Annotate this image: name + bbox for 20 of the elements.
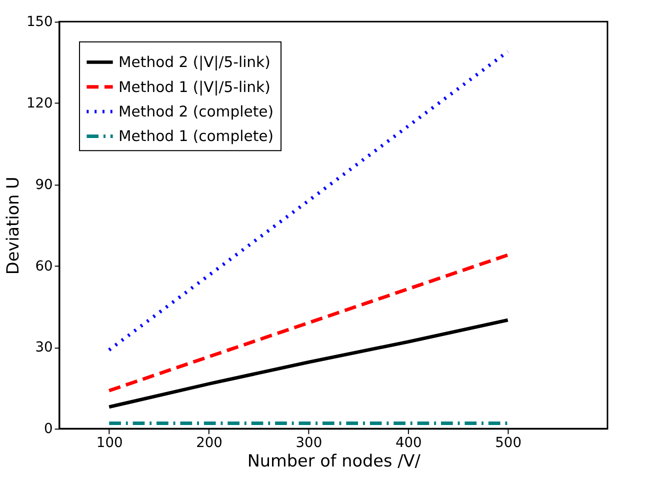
line-series <box>107 50 510 352</box>
y-tick-label: 0 <box>44 421 53 438</box>
line-series <box>107 253 510 392</box>
legend-label: Method 1 (complete) <box>118 128 274 146</box>
x-tick-label: 100 <box>96 434 123 451</box>
x-tick-label: 300 <box>296 434 322 451</box>
y-tick-label: 150 <box>26 14 53 30</box>
x-axis-title: Number of nodes /V/ <box>247 450 421 471</box>
legend-label: Method 1 (|V|/5-link) <box>118 78 270 96</box>
y-axis-title: Deviation U <box>2 176 23 275</box>
x-tick-label: 500 <box>495 434 522 451</box>
y-tick-label: 90 <box>35 176 53 193</box>
y-tick-label: 120 <box>26 96 53 112</box>
line-series <box>107 318 510 409</box>
y-tick-label: 30 <box>35 340 53 356</box>
y-tick-label: 60 <box>35 258 53 274</box>
legend-label: Method 2 (complete) <box>118 104 274 120</box>
x-tick-label: 400 <box>395 434 422 451</box>
x-tick-label: 200 <box>196 434 222 451</box>
legend-label: Method 2 (|V|/5-link) <box>118 54 270 72</box>
